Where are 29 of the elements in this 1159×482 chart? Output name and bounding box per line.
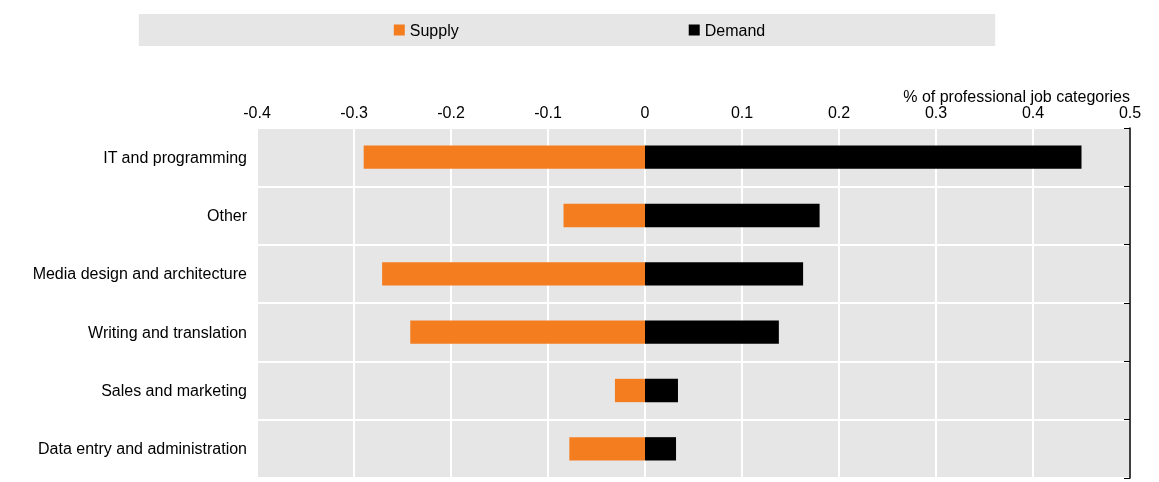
bar [645,262,804,286]
y-tick-label: Writing and translation [88,323,247,341]
bar [645,145,1082,169]
bar [645,437,677,461]
bar [382,262,645,286]
y-tick-label: Sales and marketing [101,382,247,399]
x-tick-label: -0.3 [340,103,368,121]
bar [645,203,820,228]
bar [645,378,678,403]
bar [410,320,645,344]
legend-label: Demand [704,21,766,39]
x-tick-label: 0.5 [1118,103,1142,121]
y-tick-label: Media design and architecture [32,265,248,283]
x-tick-label: -0.2 [437,103,465,121]
y-tick-label: IT and programming [103,148,247,166]
bar [614,378,645,403]
bar [363,145,645,169]
x-tick-label: 0 [640,103,650,121]
bar [645,320,779,344]
x-tick-label: -0.1 [534,103,562,121]
legend-label: Supply [409,21,459,39]
x-tick-label: 0.1 [730,103,754,121]
x-axis-title: % of professional job categories [903,87,1130,105]
y-tick-label: Other [206,207,248,224]
bar [569,437,645,461]
bar [563,203,645,228]
y-tick-label: Data entry and administration [38,440,247,458]
x-tick-label: -0.4 [243,103,271,121]
x-tick-label: 0.2 [827,103,851,121]
